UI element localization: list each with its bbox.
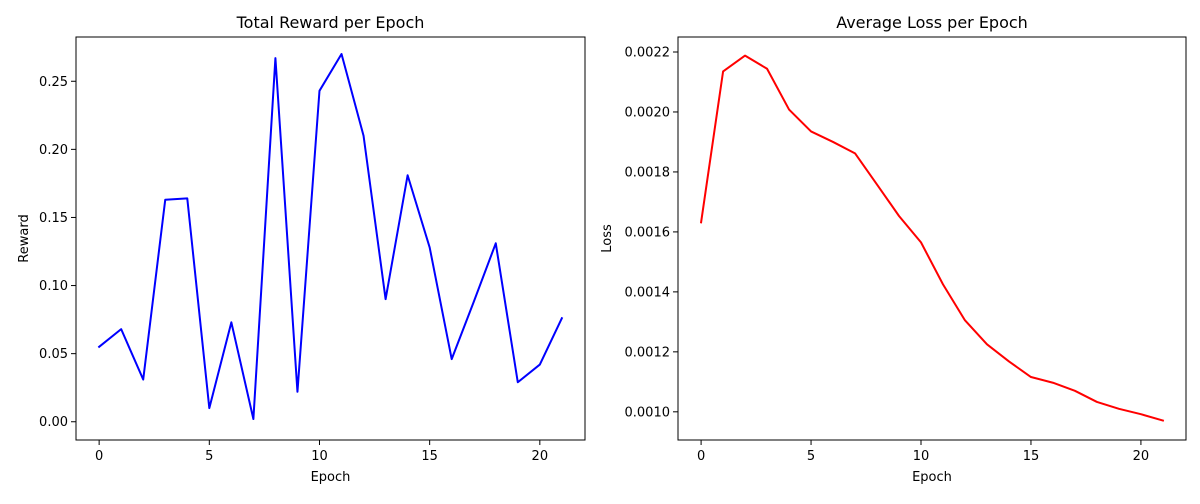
- loss-y-tick-label: 0.0016: [625, 225, 671, 240]
- loss-y-tick-label: 0.0010: [625, 405, 671, 420]
- loss-y-tick-label: 0.0014: [625, 285, 671, 300]
- loss-y-tick-label: 0.0012: [625, 345, 671, 360]
- reward-x-tick-label: 0: [95, 449, 103, 464]
- reward-chart-title: Total Reward per Epoch: [236, 13, 425, 32]
- reward-x-tick-label: 10: [311, 449, 328, 464]
- reward-y-axis-label: Reward: [17, 214, 32, 262]
- loss-x-tick-label: 20: [1133, 449, 1150, 464]
- loss-x-axis-label: Epoch: [912, 470, 952, 485]
- loss-y-tick-label: 0.0018: [625, 165, 671, 180]
- reward-y-tick-label: 0.20: [39, 143, 68, 158]
- reward-x-tick-label: 5: [205, 449, 213, 464]
- loss-y-tick-label: 0.0022: [625, 45, 671, 60]
- reward-y-tick-label: 0.05: [39, 347, 68, 362]
- reward-y-tick-label: 0.00: [39, 415, 68, 430]
- reward-x-tick-label: 15: [421, 449, 438, 464]
- reward-y-tick-label: 0.10: [39, 279, 68, 294]
- loss-x-tick-label: 5: [807, 449, 815, 464]
- reward-plot-frame: [76, 37, 585, 440]
- reward-x-axis-label: Epoch: [311, 470, 351, 485]
- loss-plot-frame: [678, 37, 1186, 440]
- loss-axes: 0 5 10 15 20 0.0010 0.0012 0.0014 0.0016 0.0018 0.…: [600, 13, 1186, 485]
- reward-axes: 0 5 10 15 20 0.00 0.05 0.10 0.15 0.20 0.25 Total Re…: [17, 13, 585, 485]
- loss-y-tick-label: 0.0020: [625, 105, 671, 120]
- loss-y-axis-label: Loss: [600, 224, 615, 253]
- reward-x-tick-label: 20: [532, 449, 549, 464]
- reward-y-tick-label: 0.15: [39, 211, 68, 226]
- loss-x-tick-label: 10: [913, 449, 930, 464]
- reward-y-tick-label: 0.25: [39, 75, 68, 90]
- loss-x-tick-label: 0: [697, 449, 705, 464]
- loss-chart-title: Average Loss per Epoch: [836, 13, 1028, 32]
- loss-x-tick-label: 15: [1023, 449, 1040, 464]
- loss-series-line: [701, 56, 1163, 421]
- reward-series-line: [99, 54, 562, 419]
